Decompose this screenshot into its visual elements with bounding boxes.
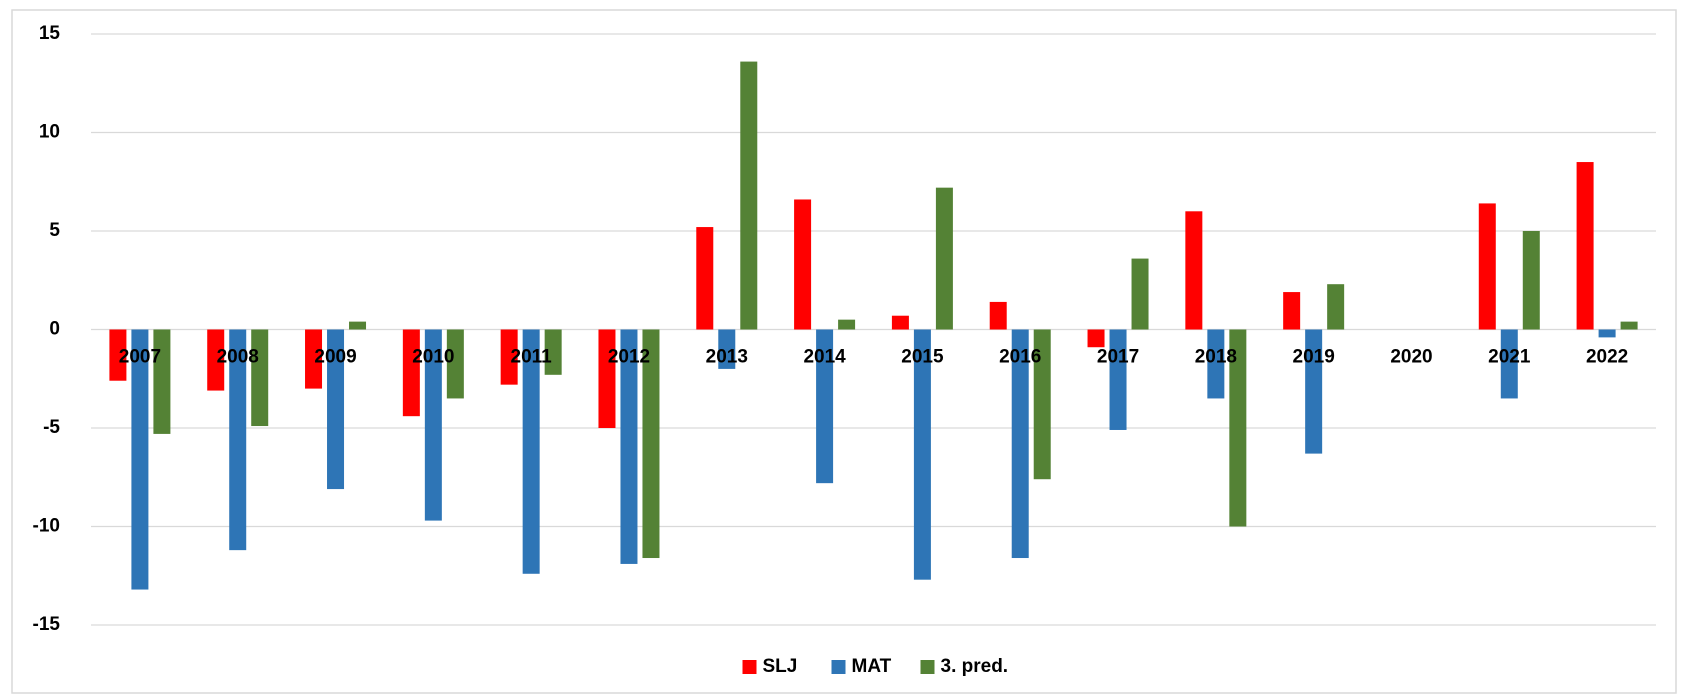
bar <box>1598 329 1616 338</box>
y-tick-label: -10 <box>33 516 60 537</box>
x-tick-label: 2021 <box>1488 347 1531 368</box>
x-tick-label: 2015 <box>901 347 944 368</box>
bar <box>1229 329 1247 527</box>
bar <box>109 329 127 381</box>
bar <box>1087 329 1105 348</box>
bar <box>251 329 269 427</box>
x-tick-label: 2012 <box>608 347 650 368</box>
bar <box>522 329 540 574</box>
bar <box>696 227 714 330</box>
bar <box>1011 329 1029 559</box>
x-tick-label: 2019 <box>1293 347 1335 368</box>
x-tick-label: 2013 <box>706 347 748 368</box>
bar <box>402 329 420 417</box>
chart-frame <box>11 9 1677 694</box>
bar <box>838 319 856 330</box>
bar <box>1185 211 1203 330</box>
x-tick-label: 2014 <box>803 347 846 368</box>
bar <box>327 329 345 490</box>
bar <box>229 329 247 551</box>
x-tick-label: 2016 <box>999 347 1041 368</box>
bar <box>1620 321 1638 330</box>
bar <box>740 61 758 330</box>
y-tick-label: -5 <box>43 417 60 438</box>
bar <box>1207 329 1225 399</box>
bar <box>131 329 149 590</box>
bar <box>207 329 225 391</box>
x-tick-label: 2008 <box>217 347 259 368</box>
bar <box>1327 284 1345 330</box>
bar <box>544 329 562 375</box>
bar <box>424 329 442 521</box>
x-tick-label: 2010 <box>412 347 454 368</box>
bar <box>794 199 812 330</box>
x-tick-label: 2009 <box>314 347 356 368</box>
bar <box>305 329 323 389</box>
bar <box>642 329 660 559</box>
bar <box>349 321 367 330</box>
legend-swatch <box>831 660 846 674</box>
legend-swatch <box>742 660 757 674</box>
y-tick-label: 15 <box>39 23 61 44</box>
legend-label: SLJ <box>763 656 798 677</box>
bar <box>1500 329 1518 399</box>
x-tick-label: 2020 <box>1390 347 1432 368</box>
y-tick-label: -15 <box>33 614 61 635</box>
bar <box>1033 329 1051 480</box>
legend-swatch <box>920 660 935 674</box>
bar <box>1305 329 1323 454</box>
bar <box>153 329 171 434</box>
y-tick-label: 0 <box>49 319 60 340</box>
y-tick-label: 10 <box>39 122 60 143</box>
bar <box>1131 258 1149 330</box>
bar <box>620 329 638 564</box>
bar <box>1109 329 1127 430</box>
bar <box>913 329 931 580</box>
legend-label: MAT <box>852 656 892 677</box>
x-tick-label: 2017 <box>1097 347 1139 368</box>
legend-label: 3. pred. <box>941 656 1009 677</box>
bar <box>935 187 953 330</box>
bar <box>891 315 909 330</box>
bar <box>718 329 736 369</box>
x-tick-label: 2011 <box>511 347 553 368</box>
bar <box>816 329 834 484</box>
bar <box>446 329 464 399</box>
bar <box>989 301 1007 330</box>
bar <box>1478 203 1496 330</box>
bar <box>1283 292 1301 330</box>
x-tick-label: 2018 <box>1195 347 1237 368</box>
x-tick-label: 2022 <box>1586 347 1628 368</box>
bar <box>598 329 616 428</box>
bar <box>1576 162 1594 330</box>
x-tick-label: 2007 <box>119 347 161 368</box>
bar <box>1522 231 1540 330</box>
y-tick-label: 5 <box>49 220 60 241</box>
bar <box>500 329 518 385</box>
